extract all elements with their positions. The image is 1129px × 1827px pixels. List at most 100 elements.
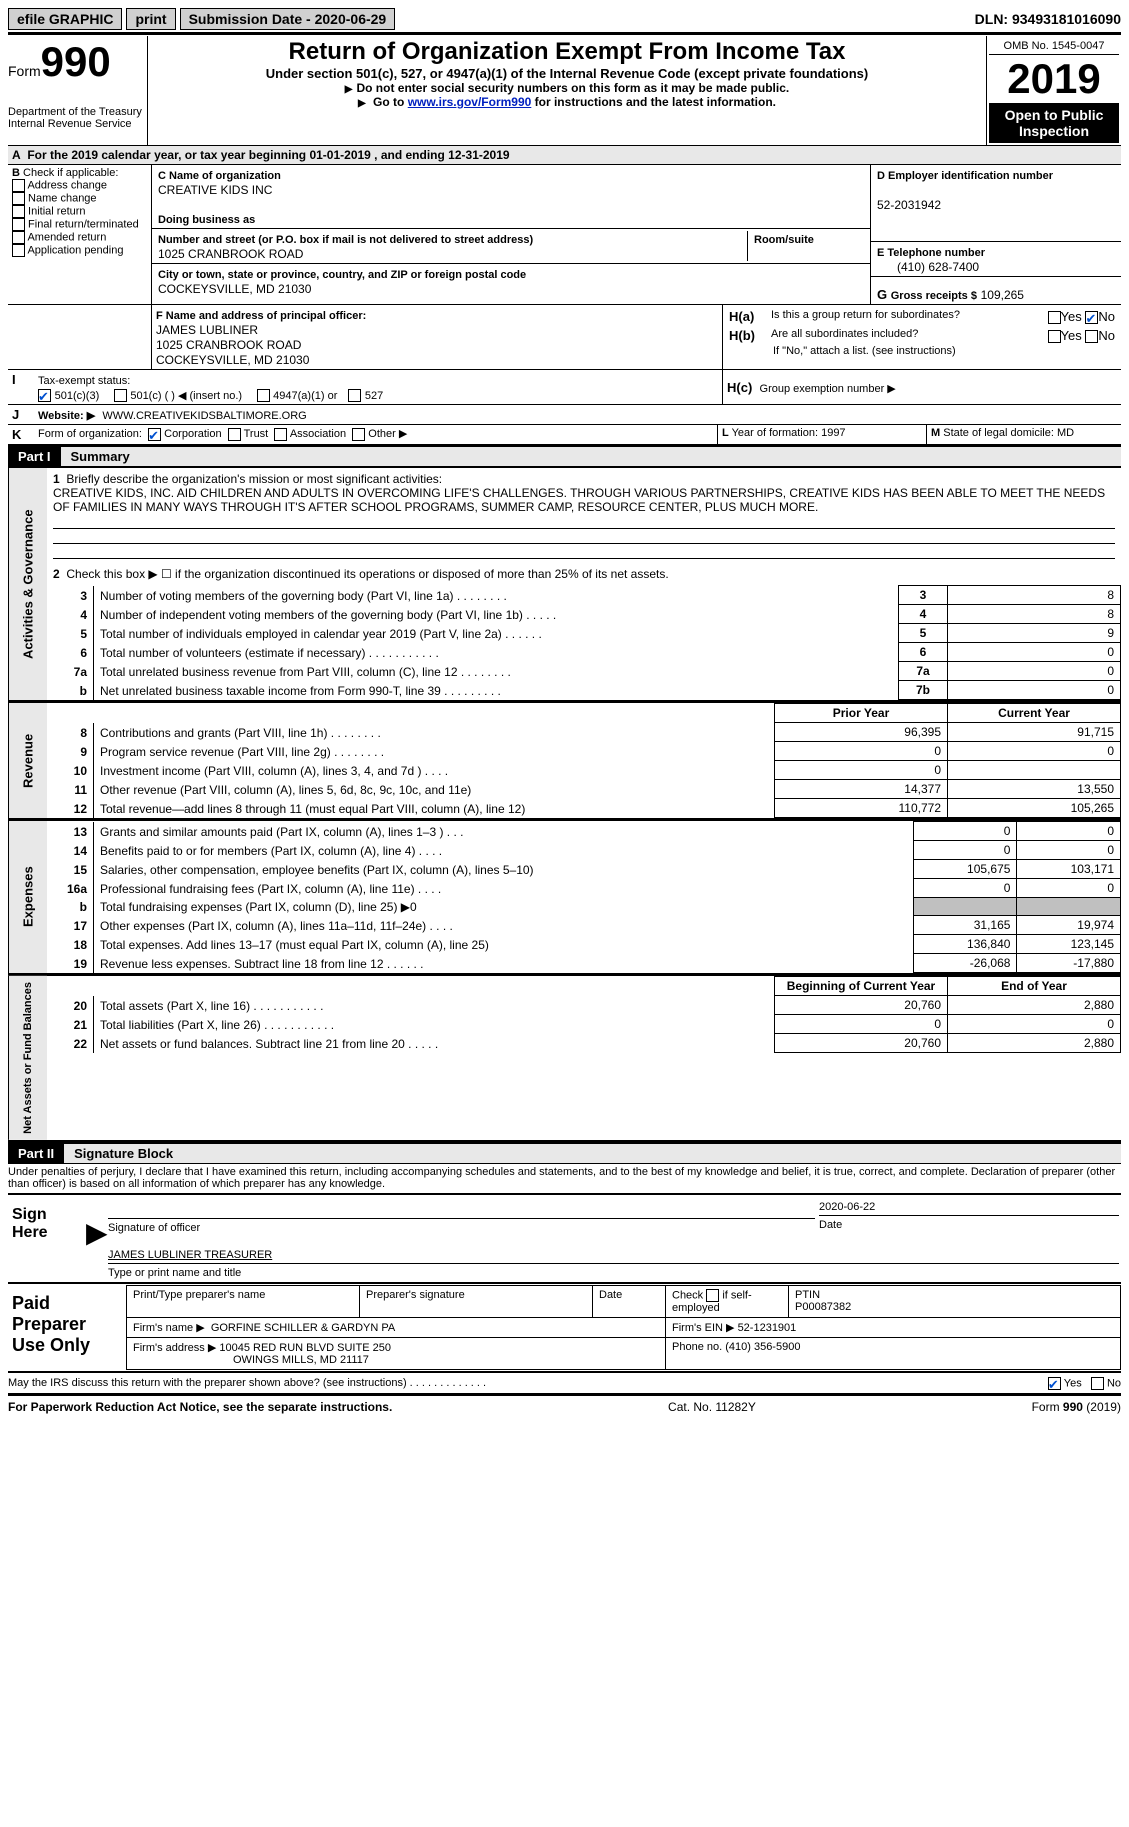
officer-printed-name: JAMES LUBLINER TREASURER [108,1249,272,1261]
part2-header: Part II Signature Block [8,1143,1121,1164]
expenses-section: Expenses 13 Grants and similar amounts p… [8,820,1121,975]
part1-header: Part I Summary [8,446,1121,467]
assoc-checkbox[interactable] [274,428,287,441]
netassets-section: Net Assets or Fund Balances Beginning of… [8,975,1121,1143]
boxb-checkbox[interactable] [12,192,25,205]
page-footer: For Paperwork Reduction Act Notice, see … [8,1400,1121,1414]
room-suite-label: Room/suite [754,234,814,246]
website-label: Website: ▶ [38,410,95,422]
527-checkbox[interactable] [348,389,361,402]
form-label: Form [8,63,41,79]
sign-here-block: Sign Here ▶ Signature of officer 2020-06… [8,1196,1121,1281]
line2-text: Check this box ▶ ☐ if the organization d… [66,567,668,581]
dba-label: Doing business as [158,214,255,226]
year-formation: 1997 [821,427,845,439]
form990-link[interactable]: www.irs.gov/Form990 [408,95,532,109]
prep-name-hdr: Print/Type preparer's name [127,1285,360,1317]
tax-exempt-label: Tax-exempt status: [38,375,130,387]
other-checkbox[interactable] [352,428,365,441]
row-a-period: A For the 2019 calendar year, or tax yea… [8,145,1121,165]
ein-value: 52-2031942 [877,198,941,212]
expenses-table: 13 Grants and similar amounts paid (Part… [47,821,1121,973]
ha-no-checkbox[interactable] [1085,311,1098,324]
vside-expenses: Expenses [8,821,47,973]
state-domicile-label: State of legal domicile: [943,427,1054,439]
omb-number: OMB No. 1545-0047 [989,38,1119,55]
discuss-yes-checkbox[interactable] [1048,1377,1061,1390]
corp-checkbox[interactable] [148,428,161,441]
form-subtitle: Under section 501(c), 527, or 4947(a)(1)… [156,66,978,81]
dept-treasury: Department of the Treasury [8,106,143,118]
boxb-checkbox[interactable] [12,231,25,244]
ha-yes-checkbox[interactable] [1048,311,1061,324]
top-bar: efile GRAPHIC print Submission Date - 20… [8,8,1121,30]
footer-catno: Cat. No. 11282Y [668,1400,756,1414]
activities-governance-section: Activities & Governance 1 Briefly descri… [8,467,1121,702]
discuss-no-checkbox[interactable] [1091,1377,1104,1390]
footer-left: For Paperwork Reduction Act Notice, see … [8,1400,392,1414]
netassets-table: Beginning of Current YearEnd of Year20 T… [47,976,1121,1053]
officer-name: JAMES LUBLINER [156,323,258,337]
street-address: 1025 CRANBROOK ROAD [158,247,303,261]
mission-text: CREATIVE KIDS, INC. AID CHILDREN AND ADU… [53,486,1105,514]
hb-label: Are all subordinates included? [771,328,1005,343]
officer-label: Name and address of principal officer: [166,310,367,322]
org-name-label: Name of organization [169,170,281,182]
vside-revenue: Revenue [8,703,47,818]
officer-group-block: F Name and address of principal officer:… [8,305,1121,370]
officer-name-label: Type or print name and title [108,1267,241,1279]
open-to-public: Open to Public Inspection [989,103,1119,143]
boxb-checkbox[interactable] [12,218,25,231]
tax-year: 2019 [989,55,1119,103]
self-employed-checkbox[interactable] [706,1289,719,1302]
form-org-label: Form of organization: [38,428,142,440]
form-header: Form990 Department of the Treasury Inter… [8,36,1121,145]
boxb-checkbox[interactable] [12,244,25,257]
501c-checkbox[interactable] [114,389,127,402]
mission-label: Briefly describe the organization's miss… [66,472,442,486]
addr-label: Number and street (or P.O. box if mail i… [158,234,533,246]
box-b-label: Check if applicable: [23,167,118,179]
sig-date: 2020-06-22 [819,1201,875,1213]
city-state-zip: COCKEYSVILLE, MD 21030 [158,282,311,296]
4947-checkbox[interactable] [257,389,270,402]
note-goto: Go to www.irs.gov/Form990 for instructio… [156,95,978,109]
hb-no-checkbox[interactable] [1085,330,1098,343]
revenue-section: Revenue Prior YearCurrent Year8 Contribu… [8,702,1121,820]
firm-name: GORFINE SCHILLER & GARDYN PA [211,1322,395,1334]
gross-receipts-label: Gross receipts $ [891,290,977,302]
paid-preparer-label: Paid Preparer Use Only [8,1285,126,1370]
ptin-value: P00087382 [795,1301,851,1313]
h-note: If "No," attach a list. (see instruction… [727,345,1117,357]
website-value: WWW.CREATIVEKIDSBALTIMORE.ORG [102,410,306,422]
firm-phone: (410) 356-5900 [725,1341,800,1353]
trust-checkbox[interactable] [228,428,241,441]
officer-addr2: COCKEYSVILLE, MD 21030 [156,353,309,367]
hb-yes-checkbox[interactable] [1048,330,1061,343]
vside-activities: Activities & Governance [8,468,47,700]
ein-label: Employer identification number [888,170,1053,182]
sig-date-label: Date [819,1219,842,1231]
vside-netassets: Net Assets or Fund Balances [8,976,47,1140]
print-button[interactable]: print [126,8,175,30]
boxb-checkbox[interactable] [12,179,25,192]
ha-label: Is this a group return for subordinates? [771,309,1005,324]
phone-value: (410) 628-7400 [877,260,979,274]
501c3-checkbox[interactable] [38,389,51,402]
boxb-checkbox[interactable] [12,205,25,218]
city-label: City or town, state or province, country… [158,269,526,281]
gross-receipts-value: 109,265 [981,288,1024,302]
revenue-table: Prior YearCurrent Year8 Contributions an… [47,703,1121,818]
efile-graphic-label: efile GRAPHIC [8,8,122,30]
note-ssn: Do not enter social security numbers on … [156,81,978,95]
officer-addr1: 1025 CRANBROOK ROAD [156,338,301,352]
perjury-declaration: Under penalties of perjury, I declare th… [8,1164,1121,1192]
governance-table: 3 Number of voting members of the govern… [47,585,1121,700]
org-name: CREATIVE KIDS INC [158,183,272,197]
phone-label: Telephone number [887,247,985,259]
firm-addr2: OWINGS MILLS, MD 21117 [133,1354,369,1366]
prep-sig-hdr: Preparer's signature [360,1285,593,1317]
firm-addr1: 10045 RED RUN BLVD SUITE 250 [219,1342,391,1354]
paid-preparer-block: Paid Preparer Use Only Print/Type prepar… [8,1285,1121,1370]
year-formation-label: Year of formation: [732,427,818,439]
